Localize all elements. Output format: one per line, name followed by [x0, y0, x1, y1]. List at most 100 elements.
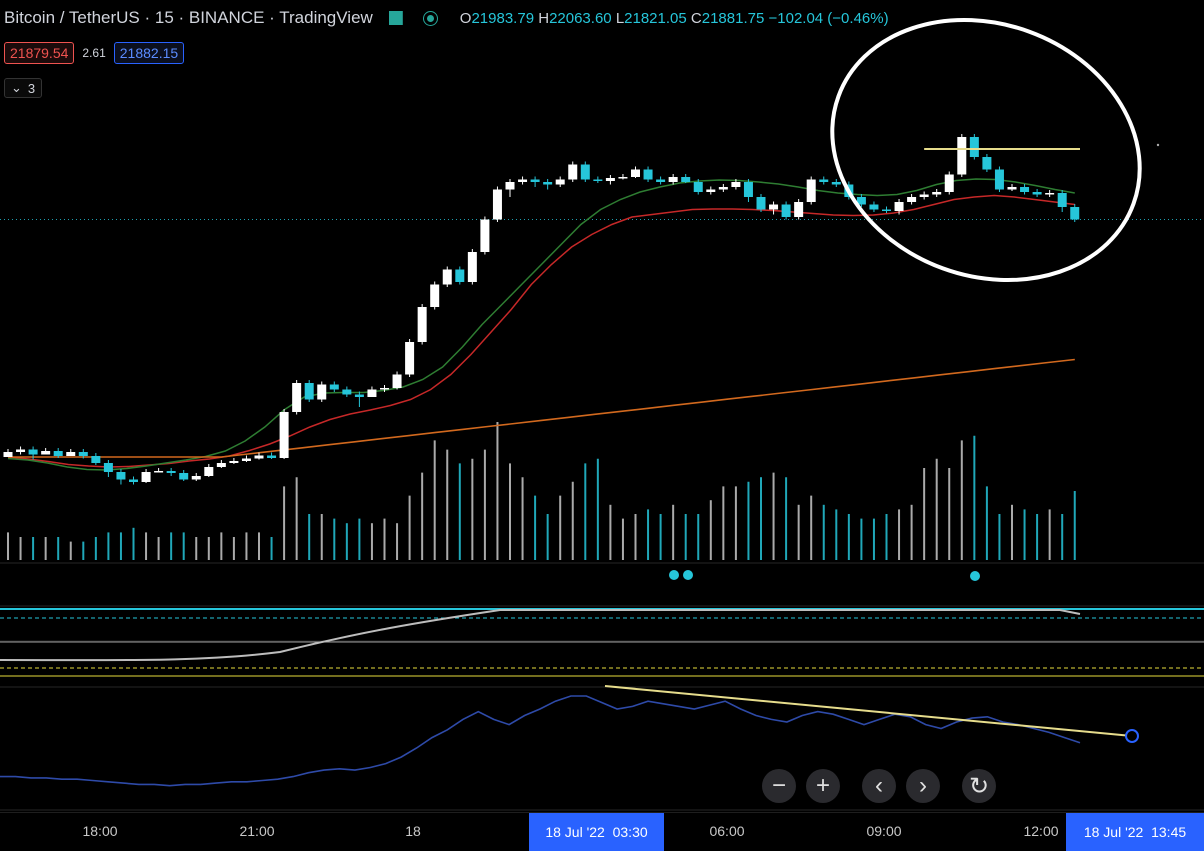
candle-body [969, 137, 979, 157]
candle-body [794, 202, 804, 217]
candle-body [329, 384, 339, 390]
time-label: 18:00 [82, 823, 118, 839]
zoom-out-button[interactable]: − [762, 769, 796, 803]
trade-panel: 21879.54 2.61 21882.15 [4, 42, 185, 64]
open-label: O [459, 9, 472, 27]
symbol-legend: Bitcoin / TetherUS · 15 · BINANCE · Trad… [4, 8, 889, 28]
candle-body [731, 182, 741, 187]
candle-body [819, 179, 829, 182]
candle-body [605, 178, 615, 181]
candle-body [179, 473, 189, 480]
time-label: 09:00 [866, 823, 902, 839]
candle-body [806, 179, 816, 202]
candle-body [643, 169, 653, 180]
candle-body [957, 137, 967, 175]
sell-price-button[interactable]: 21879.54 [4, 42, 75, 64]
candle-body [78, 452, 88, 456]
crosshair-date: 18 Jul '22 [545, 824, 605, 840]
ohlc-values: O21983.79 H22063.60 L21821.05 C21881.75 … [460, 10, 889, 27]
scroll-left-button[interactable]: ‹ [862, 769, 896, 803]
last-bar-clock: 13:45 [1151, 824, 1187, 840]
candle-body [53, 451, 63, 456]
open-value: 21983.79 [471, 9, 535, 27]
candle-body [216, 463, 226, 467]
candle-body [882, 209, 891, 211]
time-axis[interactable]: 18:00 21:00 18 18 Jul '22 03:30 06:00 09… [0, 812, 1204, 851]
candle-body [743, 182, 753, 197]
zoom-in-button[interactable]: + [806, 769, 840, 803]
chevron-right-icon: › [919, 772, 927, 799]
candle-body [254, 455, 264, 459]
price-chart[interactable] [0, 0, 1204, 812]
chart-navigation: − + ‹ › ↻ [762, 769, 1006, 803]
candle-body [480, 219, 490, 252]
candle-body [166, 471, 176, 473]
candle-body [304, 383, 314, 400]
signal-dot [970, 571, 980, 581]
candle-body [430, 284, 440, 307]
candle-body [907, 197, 917, 202]
symbol-title[interactable]: Bitcoin / TetherUS · 15 · BINANCE · Trad… [4, 8, 373, 27]
ma-fast-line [7, 178, 1075, 471]
rsi-trendline [604, 685, 1133, 737]
candle-body [467, 252, 477, 282]
candle-body [342, 389, 352, 395]
candle-body [129, 479, 138, 482]
candle-body [831, 182, 841, 185]
candle-body [568, 164, 578, 180]
scroll-right-button[interactable]: › [906, 769, 940, 803]
candle-body [1032, 192, 1042, 195]
ma-slow-line [8, 358, 1075, 458]
signal-dot [683, 570, 693, 580]
candle-body [856, 197, 866, 205]
candle-body [3, 452, 13, 457]
candle-body [292, 383, 302, 412]
refresh-icon: ↻ [968, 772, 990, 800]
candle-body [631, 169, 640, 177]
last-bar-time: 18 Jul '22 13:45 [1066, 813, 1204, 851]
chevron-down-icon: ⌄ [11, 80, 22, 95]
reset-chart-button[interactable]: ↻ [962, 769, 996, 803]
candle-body [706, 189, 716, 192]
candle-body [1045, 193, 1055, 195]
candle-body [367, 389, 377, 397]
market-status-icon [388, 11, 403, 25]
low-value: 21821.05 [624, 9, 687, 27]
candle-body [555, 179, 565, 185]
signal-dot [669, 570, 679, 580]
candle-body [932, 192, 942, 195]
candle-body [681, 177, 691, 182]
chevron-left-icon: ‹ [875, 772, 883, 799]
rsi-line [0, 695, 1081, 787]
time-label: 18 [405, 823, 421, 839]
close-value: 21881.75 [701, 9, 765, 27]
candle-body [380, 388, 389, 390]
candle-body [756, 197, 766, 210]
ma-mid-line [7, 194, 1075, 468]
candle-body [279, 412, 289, 458]
candle-body [417, 307, 427, 342]
candle-body [204, 467, 214, 476]
candle-body [28, 449, 38, 455]
last-bar-date: 18 Jul '22 [1083, 824, 1144, 840]
stray-mark [1156, 143, 1160, 147]
candle-body [141, 472, 151, 482]
candle-body [229, 461, 239, 463]
indicators-toggle[interactable]: ⌄ 3 [4, 78, 43, 98]
live-data-icon [422, 10, 438, 26]
candle-body [919, 194, 929, 197]
minus-icon: − [771, 772, 786, 799]
time-label: 06:00 [709, 823, 745, 839]
candle-body [593, 179, 603, 181]
spread-value: 2.61 [82, 46, 106, 60]
time-label: 12:00 [1023, 823, 1059, 839]
candle-body [543, 182, 553, 185]
candle-body [530, 179, 540, 182]
candle-body [116, 472, 126, 480]
low-label: L [615, 9, 625, 27]
indicator-count: 3 [27, 80, 36, 96]
high-value: 22063.60 [549, 9, 612, 27]
osc-line [0, 609, 1081, 662]
buy-price-button[interactable]: 21882.15 [113, 42, 185, 64]
